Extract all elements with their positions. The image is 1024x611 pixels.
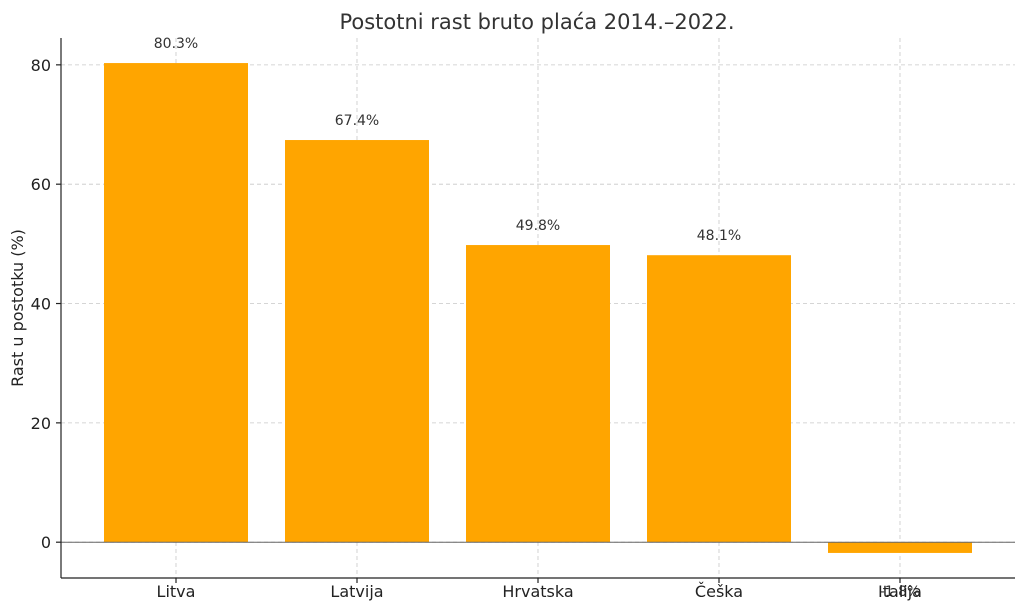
y-axis-label: Rast u postotku (%) [8,229,27,387]
bar-latvija [285,140,429,543]
y-tick-label: 60 [31,175,51,194]
bar-češka [647,255,791,543]
y-tick-label: 40 [31,295,51,314]
data-label: 48.1% [697,228,741,244]
chart-title: Postotni rast bruto plaća 2014.–2022. [339,10,734,34]
data-labels: 80.3% 67.4% 49.8% 48.1% -1.8% [154,36,921,600]
x-tick-label: Italija [878,582,922,601]
bar-hrvatska [466,245,610,543]
x-tick-label: Češka [695,582,743,601]
y-tick-label: 0 [41,533,51,552]
data-label: 49.8% [516,218,560,234]
x-tick-label: Litva [157,582,196,601]
y-tick-label: 80 [31,56,51,75]
bars [104,63,972,553]
data-label: -1.8% [880,584,921,600]
data-label: 80.3% [154,36,198,52]
y-tick-label: 20 [31,414,51,433]
axes [56,38,1015,583]
tick-labels: 0 20 40 60 80 Litva Latvija Hrvatska Češka Italij… [31,56,922,601]
bar-litva [104,63,248,543]
x-tick-label: Hrvatska [502,582,573,601]
x-tick-label: Latvija [330,582,383,601]
data-label: 67.4% [335,113,379,129]
bar-italija [828,542,972,553]
